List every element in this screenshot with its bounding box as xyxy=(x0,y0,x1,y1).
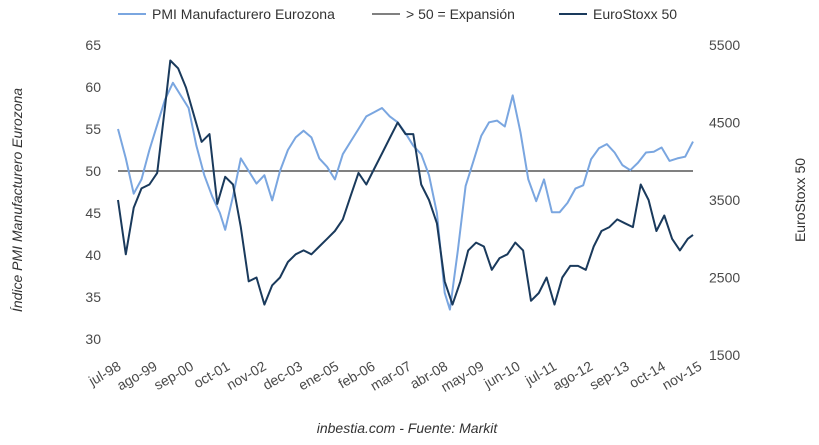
left-tick-label: 45 xyxy=(85,205,101,221)
right-tick-label: 2500 xyxy=(709,270,740,286)
x-tick-label: nov-15 xyxy=(659,358,704,393)
left-axis-title: Índice PMI Manufacturero Eurozona xyxy=(9,88,25,312)
chart-legend: PMI Manufacturero Eurozona > 50 = Expansi… xyxy=(118,6,677,22)
left-tick-label: 65 xyxy=(85,37,101,53)
right-tick-label: 4500 xyxy=(709,115,740,131)
left-tick-label: 35 xyxy=(85,289,101,305)
x-tick-label: jun-10 xyxy=(480,358,523,392)
legend-label: PMI Manufacturero Eurozona xyxy=(152,6,335,22)
legend-label: EuroStoxx 50 xyxy=(593,6,677,22)
pmi-line xyxy=(117,81,694,311)
x-tick-label: oct-14 xyxy=(626,358,668,391)
right-axis-ticks: 5500 4500 3500 2500 1500 xyxy=(709,37,740,363)
eurostoxx-line xyxy=(117,59,694,306)
legend-threshold[interactable]: > 50 = Expansión xyxy=(372,6,515,22)
x-tick-label: sep-00 xyxy=(151,358,196,393)
right-tick-label: 3500 xyxy=(709,192,740,208)
x-tick-label: ago-12 xyxy=(550,358,596,394)
x-tick-label: nov-02 xyxy=(224,358,269,393)
series-layer xyxy=(117,59,694,311)
left-tick-label: 55 xyxy=(85,121,101,137)
left-tick-label: 40 xyxy=(85,247,101,263)
x-tick-label: ago-99 xyxy=(114,358,160,394)
x-tick-label: dec-03 xyxy=(260,358,305,393)
right-axis-title: EuroStoxx 50 xyxy=(792,158,808,242)
x-tick-label: sep-13 xyxy=(587,358,632,393)
right-tick-label: 5500 xyxy=(709,37,740,53)
x-tick-label: mar-07 xyxy=(367,358,414,394)
legend-eurostoxx[interactable]: EuroStoxx 50 xyxy=(559,6,677,22)
source-caption: inbestia.com - Fuente: Markit xyxy=(317,420,499,436)
x-tick-label: ene-05 xyxy=(296,358,342,394)
legend-label: > 50 = Expansión xyxy=(406,6,515,22)
left-tick-label: 50 xyxy=(85,163,101,179)
left-tick-label: 30 xyxy=(85,331,101,347)
x-tick-label: oct-01 xyxy=(191,358,233,391)
right-tick-label: 1500 xyxy=(709,347,740,363)
left-tick-label: 60 xyxy=(85,79,101,95)
legend-pmi[interactable]: PMI Manufacturero Eurozona xyxy=(118,6,335,22)
left-axis-ticks: 65 60 55 50 45 40 35 30 xyxy=(85,37,101,347)
x-axis-ticks: jul-98ago-99sep-00oct-01nov-02dec-03ene-… xyxy=(85,358,705,395)
